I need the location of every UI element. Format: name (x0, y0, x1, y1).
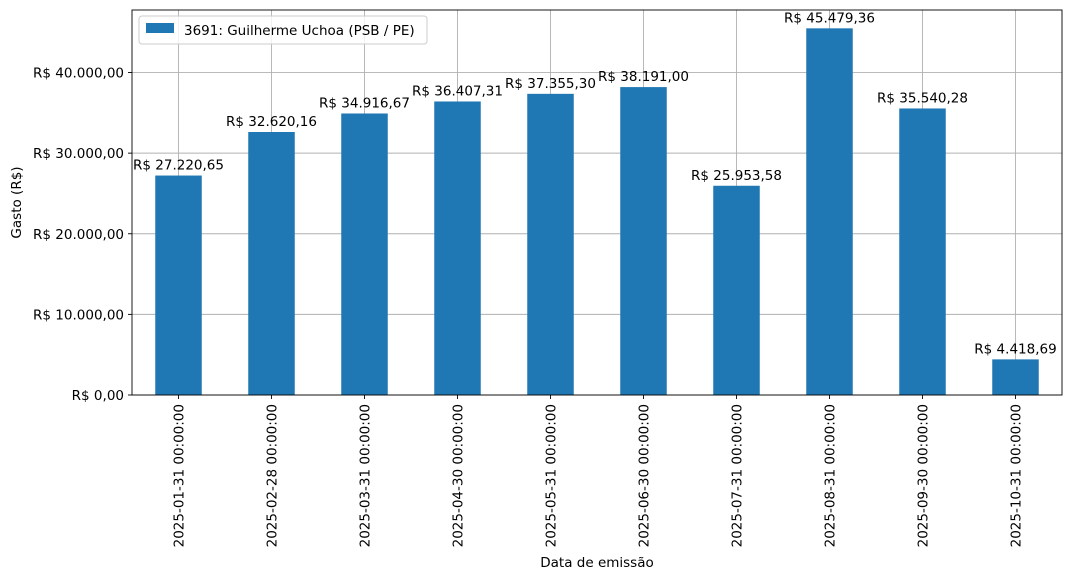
data-label: R$ 27.220,65 (133, 158, 224, 174)
legend-entry: 3691: Guilherme Uchoa (PSB / PE) (184, 23, 415, 39)
data-label: R$ 36.407,31 (412, 83, 503, 99)
x-tick-label: 2025-05-31 00:00:00 (544, 404, 560, 547)
bar (341, 113, 388, 395)
bar (992, 359, 1039, 395)
data-label: R$ 35.540,28 (877, 90, 968, 106)
legend-box (138, 15, 428, 45)
bar (155, 175, 202, 395)
data-label: R$ 34.916,67 (319, 95, 410, 111)
data-label: R$ 25.953,58 (691, 168, 782, 184)
data-label: R$ 38.191,00 (598, 69, 689, 85)
x-tick-label: 2025-09-30 00:00:00 (916, 404, 932, 547)
x-tick-label: 2025-02-28 00:00:00 (265, 404, 281, 547)
plot-area-frame (131, 9, 1063, 396)
x-tick-label: 2025-10-31 00:00:00 (1009, 404, 1025, 547)
x-tick-label: 2025-06-30 00:00:00 (637, 404, 653, 547)
bar (713, 185, 760, 395)
x-tick-label: 2025-03-31 00:00:00 (358, 404, 374, 547)
bars (155, 28, 1039, 396)
bar (527, 93, 574, 395)
x-tick-label: 2025-01-31 00:00:00 (172, 404, 188, 547)
data-label: R$ 37.355,30 (505, 76, 596, 92)
y-axis: R$ 0,00 R$ 10.000,00 R$ 20.000,00 R$ 30.000… (33, 66, 132, 404)
x-tick-label: 2025-04-30 00:00:00 (451, 404, 467, 547)
data-label: R$ 45.479,36 (784, 10, 875, 26)
bar (434, 101, 481, 396)
data-label: R$ 4.418,69 (974, 341, 1056, 357)
y-tick-label: R$ 30.000,00 (33, 146, 124, 162)
x-axis: 2025-01-31 00:00:00 2025-02-28 00:00:00 20… (172, 395, 1025, 547)
y-tick-label: R$ 0,00 (72, 388, 124, 404)
y-tick-label: R$ 40.000,00 (33, 66, 124, 82)
y-axis-title: Gasto (R$) (9, 166, 25, 238)
legend-swatch (146, 23, 174, 33)
data-label: R$ 32.620,16 (226, 114, 317, 130)
x-tick-label: 2025-08-31 00:00:00 (823, 404, 839, 547)
legend: 3691: Guilherme Uchoa (PSB / PE) (138, 15, 428, 45)
x-axis-title: Data de emissão (540, 555, 654, 571)
y-tick-label: R$ 20.000,00 (33, 227, 124, 243)
x-tick-label: 2025-07-31 00:00:00 (730, 404, 746, 547)
y-tick-label: R$ 10.000,00 (33, 307, 124, 323)
data-labels: R$ 27.220,65R$ 32.620,16R$ 34.916,67R$ 3… (133, 10, 1057, 357)
bar (620, 87, 667, 395)
bar (899, 108, 946, 395)
bar (248, 132, 295, 395)
bar (806, 28, 853, 395)
